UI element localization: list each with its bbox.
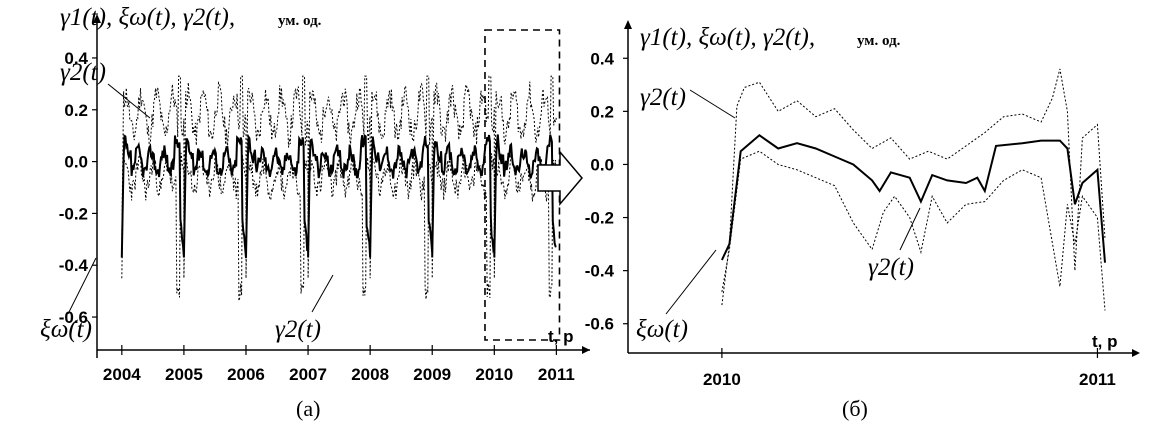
x-tick-label: 2008 (351, 365, 389, 384)
panel-b-leader-3 (665, 249, 717, 315)
y-tick-label: -0.4 (585, 262, 615, 281)
x-tick-label: 2011 (538, 365, 575, 384)
panel-b-title-formula: γ1(t), ξω(t), γ2(t), (640, 24, 815, 51)
y-tick-label: 0.2 (590, 102, 614, 121)
panel-a-annotation-gamma2-bottom: γ2(t) (275, 316, 321, 343)
y-tick-label: -0.6 (59, 308, 88, 327)
series-line-1 (721, 68, 1106, 306)
panel-a-y-ticks: 0.4 0.2 0.0 -0.2 -0.4 -0.6 (59, 49, 97, 327)
caption-a: (а) (296, 396, 320, 421)
y-tick-label: 0.0 (590, 155, 614, 174)
panel-a-xlabel: t, р (548, 327, 574, 346)
x-tick-label: 2010 (475, 365, 513, 384)
series-gamma2-line (121, 152, 557, 302)
panel-b-y-arrow (624, 20, 632, 29)
transition-arrow-icon (537, 149, 583, 207)
x-tick-label: 2004 (103, 365, 141, 384)
panel-b-annotation-xi: ξω(t) (636, 316, 688, 343)
panel-a-leader-2 (67, 257, 97, 315)
y-tick-label: -0.2 (585, 209, 614, 228)
y-tick-label: 0.2 (64, 101, 88, 120)
panel-a-units: ум. од. (278, 13, 322, 29)
panel-a-x-ticks: 2004 2005 2006 2007 2008 2009 2010 2011 (103, 345, 575, 384)
series-xi-line (120, 133, 557, 258)
panel-b-units: ум. од. (857, 33, 901, 49)
panel-b-leader-2 (899, 207, 921, 251)
y-tick-label: 0.4 (590, 49, 614, 68)
panel-b-annotation-gamma2-top: γ2(t) (640, 84, 686, 111)
x-tick-label: 2005 (165, 365, 203, 384)
panel-a-annotation-xi: ξω(t) (40, 316, 92, 343)
panel-b-leader-1 (689, 89, 736, 119)
y-tick-label: 0.4 (64, 49, 88, 68)
panel-a-title-formula: γ1(t), ξω(t), γ2(t), (60, 4, 235, 31)
x-tick-label: 2009 (413, 365, 451, 384)
panel-b-xlabel: t, р (1092, 332, 1118, 351)
panel-a-annotation-gamma2-top: γ2(t) (60, 59, 106, 86)
x-tick-label: 2011 (1079, 370, 1116, 389)
panel-b-series (720, 68, 1106, 311)
panel-b-x-arrow (1132, 349, 1140, 357)
panel-a-leader-1 (107, 83, 151, 119)
x-tick-label: 2007 (289, 365, 327, 384)
y-tick-label: -0.4 (59, 256, 89, 275)
series-line-2 (721, 150, 1106, 311)
panel-b: γ1(t), ξω(t), γ2(t), ум. од. 0.4 0.2 0.0 -0… (585, 20, 1140, 389)
panel-a-leader-3 (311, 274, 334, 313)
y-tick-label: -0.6 (585, 315, 614, 334)
y-tick-label: -0.2 (59, 204, 88, 223)
series-line-0 (720, 134, 1106, 263)
panel-a-y-arrow (93, 14, 101, 23)
x-tick-label: 2006 (227, 365, 265, 384)
y-tick-label: 0.0 (64, 153, 88, 172)
panel-b-x-ticks: 2010 2011 (703, 348, 1116, 389)
panel-a-x-arrow (582, 346, 590, 354)
x-tick-label: 2010 (703, 370, 741, 389)
panel-b-annotation-gamma2-bottom: γ2(t) (868, 254, 914, 281)
caption-b: (б) (842, 396, 868, 421)
panel-a: γ1(t), ξω(t), γ2(t), ум. од. 0.4 0.2 0.0 -0… (40, 4, 590, 384)
panel-b-y-ticks: 0.4 0.2 0.0 -0.2 -0.4 -0.6 (585, 49, 628, 334)
panel-a-series (120, 75, 557, 302)
